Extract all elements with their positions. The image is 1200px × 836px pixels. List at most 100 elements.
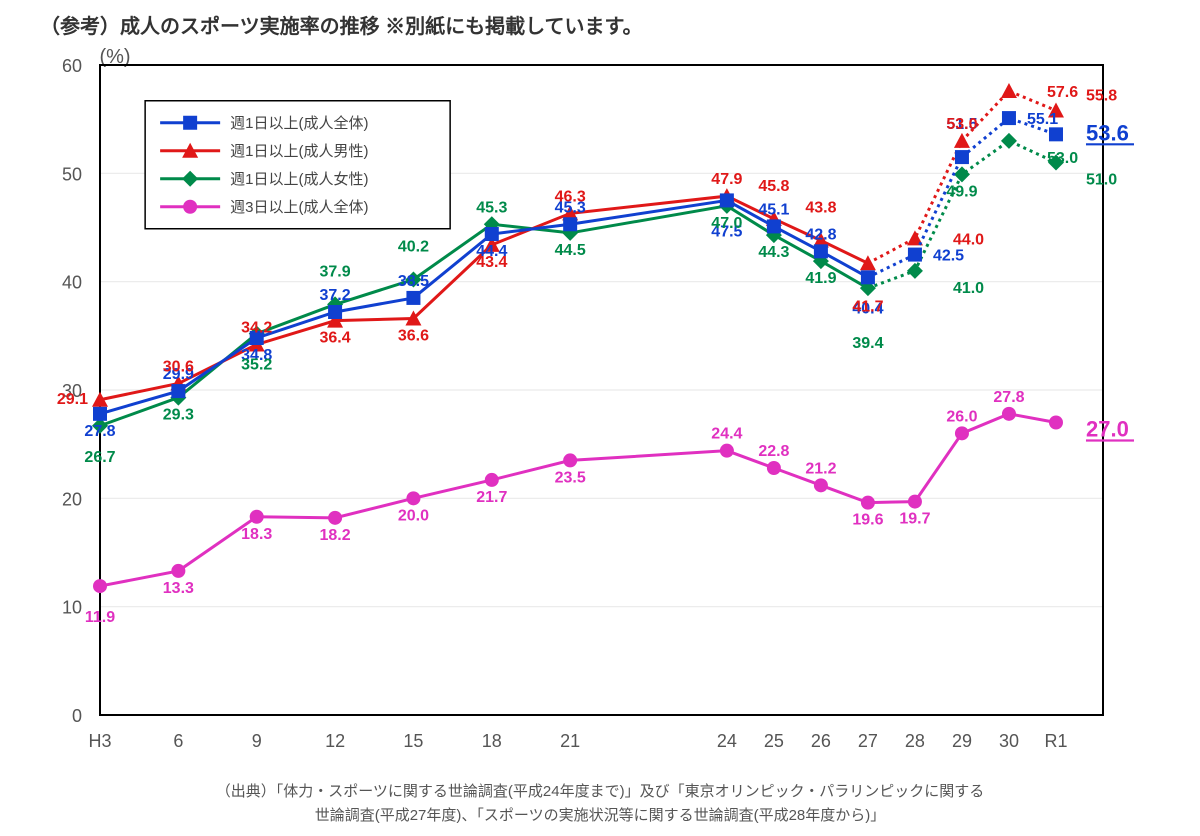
value-label: 26.0 [946,408,977,425]
value-label: 18.3 [241,526,272,543]
series-all [100,200,868,413]
value-label: 35.2 [241,357,272,374]
marker-circle [171,564,185,578]
marker-circle [485,473,499,487]
value-label: 21.2 [805,460,836,477]
value-label: 53.0 [946,116,977,133]
value-label: 55.1 [1027,111,1058,128]
source-line1: （出典）「体力・スポーツに関する世論調査(平成24年度まで)」及び「東京オリンピ… [216,783,985,800]
xtick-label: 6 [173,731,183,751]
marker-square [908,248,922,262]
value-label: 27.0 [1086,417,1129,442]
legend-label: 週3日以上(成人全体) [230,198,368,216]
marker-square [93,407,107,421]
value-label: 30.6 [163,359,194,376]
xtick-label: 29 [952,731,972,751]
value-label: 38.5 [398,273,429,290]
value-label: 36.4 [320,330,351,347]
xtick-label: 12 [325,731,345,751]
value-label: 45.1 [758,201,789,218]
value-label: 43.4 [476,254,507,271]
legend-label: 週1日以上(成人男性) [230,143,368,160]
marker-square [955,150,969,164]
marker-circle [1002,407,1016,421]
legend-label: 週1日以上(成人全体) [230,114,368,132]
value-label: 41.9 [805,270,836,287]
marker-diamond [907,263,923,279]
marker-diamond [1001,133,1017,149]
legend-label: 週1日以上(成人女性) [230,170,368,188]
value-label: 47.9 [711,171,742,188]
value-label: 22.8 [758,443,789,460]
marker-circle [328,511,342,525]
marker-triangle [860,255,876,270]
xtick-label: R1 [1044,731,1067,751]
marker-circle [955,426,969,440]
marker-square [485,227,499,241]
ytick-label: 20 [62,489,82,509]
value-label: 37.2 [320,287,351,304]
xtick-label: 27 [858,731,878,751]
xtick-label: 21 [560,731,580,751]
marker-circle [563,453,577,467]
marker-circle [767,461,781,475]
marker-circle [250,510,264,524]
value-label: 40.2 [398,239,429,256]
marker-square [328,305,342,319]
value-label: 20.0 [398,507,429,524]
ytick-label: 40 [62,273,82,293]
value-label: 46.3 [555,188,586,205]
chart-svg: (%)0102030405060H36912151821242526272829… [0,45,1200,765]
value-label: 21.7 [476,489,507,506]
value-label: 53.6 [1086,120,1129,145]
xtick-label: H3 [88,731,111,751]
marker-square [563,217,577,231]
marker-circle [908,495,922,509]
marker-square [767,219,781,233]
value-label: 27.8 [84,423,115,440]
value-label: 11.9 [85,609,115,626]
marker-circle [406,491,420,505]
value-label: 44.0 [953,231,984,248]
xtick-label: 26 [811,731,831,751]
value-label: 49.9 [946,183,977,200]
value-label: 44.5 [555,242,586,259]
value-label: 42.5 [933,248,964,265]
value-label: 45.3 [476,199,507,216]
value-label: 41.0 [953,280,984,297]
value-label: 47.0 [711,215,742,232]
value-label: 42.8 [805,226,836,243]
value-label: 41.7 [852,298,883,315]
marker-square [183,116,197,130]
ytick-label: 60 [62,56,82,76]
source-line2: 世論調査(平成27年度)、「スポーツの実施状況等に関する世論調査(平成28年度か… [315,807,886,824]
value-label: 53.0 [1047,150,1078,167]
value-label: 39.4 [852,335,883,352]
value-label: 37.9 [320,263,351,280]
value-label: 29.3 [163,407,194,424]
xtick-label: 25 [764,731,784,751]
ytick-label: 0 [72,706,82,726]
xtick-label: 24 [717,731,737,751]
chart-source: （出典）「体力・スポーツに関する世論調査(平成24年度まで)」及び「東京オリンピ… [0,780,1200,828]
value-label: 23.5 [555,469,586,486]
chart-area: (%)0102030405060H36912151821242526272829… [0,45,1200,765]
value-label: 45.8 [758,178,789,195]
value-label: 51.0 [1086,172,1117,189]
value-label: 34.2 [241,320,272,337]
value-label: 44.3 [758,244,789,261]
marker-circle [814,478,828,492]
value-label: 24.4 [711,426,742,443]
ytick-label: 10 [62,598,82,618]
marker-triangle [1001,83,1017,98]
value-label: 27.8 [993,389,1024,406]
marker-square [814,244,828,258]
xtick-label: 28 [905,731,925,751]
value-label: 19.7 [899,511,930,528]
marker-circle [183,200,197,214]
marker-circle [720,444,734,458]
marker-square [1049,127,1063,141]
marker-circle [861,496,875,510]
ytick-label: 50 [62,164,82,184]
value-label: 57.6 [1047,84,1078,101]
